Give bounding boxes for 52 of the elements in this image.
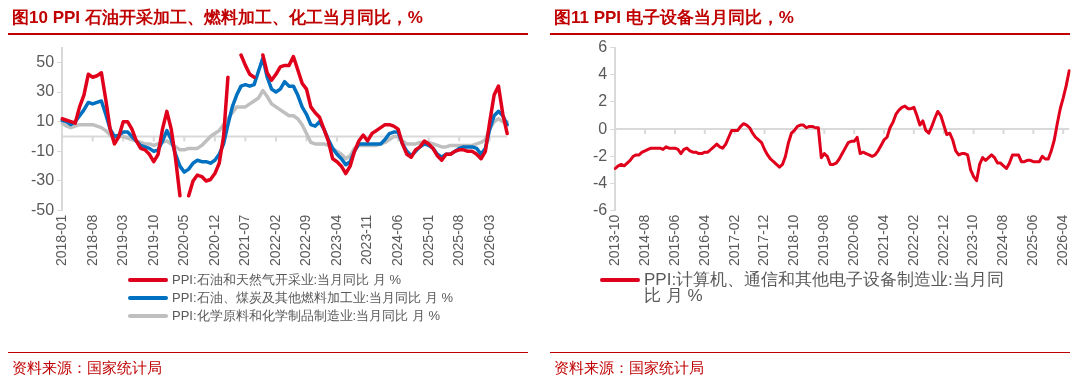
x-tick-label: 2026-03: [480, 214, 497, 267]
x-tick-label: 2019-08: [815, 214, 832, 267]
text: 资料来源：国家统计局: [550, 352, 1070, 378]
x-tick-label: 2022-02: [266, 214, 283, 267]
y-tick-label: -50: [31, 201, 55, 219]
x-tick-label: 2016-04: [695, 214, 712, 267]
chart-title: 图11 PPI 电子设备当月同比，%: [554, 7, 795, 28]
x-tick-label: 2018-10: [785, 214, 802, 267]
y-tick-label: -4: [592, 173, 608, 191]
x-tick-label: 2020-06: [845, 214, 862, 267]
x-tick-label: 2023-11: [358, 214, 375, 265]
y-tick-label: 2: [598, 92, 608, 110]
x-tick-label: 2020-05: [175, 214, 192, 267]
x-tick-label: 2019-10: [144, 214, 161, 267]
legend-label: PPI:化学原料和化学制品制造业:当月同比 月 %: [172, 308, 440, 324]
y-tick-label: 4: [598, 65, 608, 83]
x-tick-label: 2025-08: [450, 214, 467, 267]
x-tick-label: 2023-10: [964, 214, 981, 267]
x-tick-label: 2017-12: [755, 214, 772, 267]
x-tick-label: 2021-07: [236, 214, 253, 267]
x-tick-label: 2026-04: [1054, 214, 1071, 267]
y-tick-label: 30: [36, 82, 55, 100]
y-tick-label: -6: [592, 201, 608, 219]
x-tick-label: 2017-02: [725, 214, 742, 267]
x-tick-label: 2024-08: [994, 214, 1011, 267]
y-tick-label: -10: [31, 141, 55, 159]
x-tick-label: 2021-04: [874, 214, 891, 267]
x-tick-label: 2022-12: [934, 214, 951, 267]
legend-label: PPI:计算机、通信和其他电子设备制造业:当月同比 月 %: [644, 270, 1005, 305]
x-tick-label: 2018-08: [83, 214, 100, 267]
text: 资料来源：国家统计局: [8, 352, 528, 378]
y-tick-label: -30: [31, 171, 55, 189]
x-tick-label: 2013-10: [606, 214, 623, 267]
x-tick-label: 2025-06: [1024, 214, 1041, 267]
chart-title: 图10 PPI 石油开采加工、燃料加工、化工当月同比，%: [12, 7, 424, 28]
x-tick-label: 2015-06: [665, 214, 682, 267]
y-tick-label: 10: [36, 112, 55, 130]
y-tick-label: 50: [36, 52, 55, 70]
x-tick-label: 2018-01: [52, 214, 69, 267]
x-tick-label: 2023-04: [327, 214, 344, 267]
legend-label: PPI:石油和天然气开采业:当月同比 月 %: [172, 272, 401, 288]
x-tick-label: 2025-01: [419, 214, 436, 267]
x-tick-label: 2022-02: [904, 214, 921, 267]
y-tick-label: -2: [592, 146, 608, 164]
x-tick-label: 2019-03: [114, 214, 131, 267]
x-tick-label: 2014-08: [635, 214, 652, 267]
legend-label: PPI:石油、煤炭及其他燃料加工业:当月同比 月 %: [172, 290, 453, 306]
x-tick-label: 2020-12: [205, 214, 222, 267]
x-tick-label: 2022-09: [297, 214, 314, 267]
x-tick-label: 2024-06: [388, 214, 405, 267]
y-tick-label: 0: [598, 119, 608, 137]
y-tick-label: 6: [598, 38, 608, 56]
